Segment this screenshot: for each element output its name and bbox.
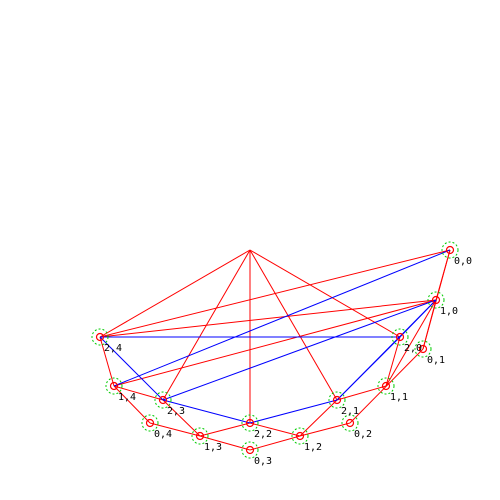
node-n14: 1,4 [105,377,136,403]
red-edge-n02-n12 [299,422,351,437]
node-label: 2,0 [404,343,422,354]
node-n10: 1,0 [427,291,458,317]
node-n23: 2,3 [154,391,185,417]
node-halo [241,441,259,459]
node-halo [427,291,445,309]
node-halo [154,391,172,409]
node-marker [158,395,168,405]
node-marker [145,418,155,428]
node-marker [418,344,428,354]
node-label: 1,1 [390,392,408,403]
node-n02: 0,2 [341,414,372,440]
red-edge-n14-n10 [113,299,437,387]
node-label: 2,4 [104,343,122,354]
red-edge-n03-n13 [199,435,251,451]
node-n22: 2,2 [241,414,272,440]
blue-edge-n22-n21 [249,399,338,424]
node-marker [332,395,342,405]
node-halo [391,328,409,346]
node-halo [241,414,259,432]
node-halo [105,377,123,395]
red-edge-n11-n20 [385,336,401,387]
node-label: 2,2 [254,429,272,440]
edges-layer [99,249,451,451]
node-label: 0,2 [354,429,372,440]
red-edge-n13-n04 [149,422,201,437]
red-edge-apex-n21 [249,249,338,401]
node-n21: 2,1 [328,391,359,417]
node-marker [109,381,119,391]
node-n01: 0,1 [414,340,445,366]
blue-edge-n21-n10 [336,299,437,401]
node-halo [341,414,359,432]
node-n20: 2,0 [391,328,422,354]
red-edge-n12-n21 [299,399,338,437]
node-label: 2,1 [341,406,359,417]
red-edge-n14-n24 [99,336,115,387]
node-halo [441,241,459,259]
node-n03: 0,3 [241,441,272,467]
node-marker [381,381,391,391]
node-marker [95,332,105,342]
node-halo [328,391,346,409]
node-halo [377,377,395,395]
node-label: 0,4 [154,429,172,440]
blue-edge-n23-n22 [162,399,251,424]
node-n24: 2,4 [91,328,122,354]
node-n00: 0,0 [441,241,472,267]
node-n11: 1,1 [377,377,408,403]
node-marker [195,431,205,441]
red-edge-apex-n20 [249,249,401,338]
node-marker [345,418,355,428]
node-label: 0,3 [254,456,272,467]
node-marker [295,431,305,441]
node-label: 1,0 [440,306,458,317]
node-label: 1,3 [204,442,222,453]
node-label: 0,0 [454,256,472,267]
node-label: 1,4 [118,392,136,403]
blue-edge-n23-n10 [162,299,437,401]
node-halo [414,340,432,358]
red-edge-n24-n10 [99,299,437,338]
red-edge-apex-n24 [99,249,251,338]
node-halo [141,414,159,432]
red-edge-n23-n13 [162,399,201,437]
node-marker [395,332,405,342]
node-label: 2,3 [167,406,185,417]
node-halo [291,427,309,445]
node-n13: 1,3 [191,427,222,453]
red-edge-n10-n01 [422,299,437,350]
red-edge-n21-n11 [336,385,387,401]
red-edge-n14-n23 [113,385,164,401]
node-n12: 1,2 [291,427,322,453]
node-label: 1,2 [304,442,322,453]
node-n04: 0,4 [141,414,172,440]
node-halo [191,427,209,445]
node-label: 0,1 [427,355,445,366]
node-marker [445,245,455,255]
red-edge-n24-n00 [99,249,451,338]
red-edge-n12-n03 [249,435,301,451]
red-edge-n04-n14 [113,385,151,424]
node-marker [245,418,255,428]
node-marker [245,445,255,455]
red-edge-n13-n22 [199,422,251,437]
blue-edge-n14-n00 [113,249,451,387]
node-marker [431,295,441,305]
blue-edge-n24-n23 [99,336,164,401]
nodes-layer: 0,0 1,0 0,1 2,0 2,4 1,4 2,3 0,4 1,3 2,2 0,3 1,2 0,2 2… [91,241,472,467]
red-edge-n10-n11 [385,299,437,387]
red-edge-n22-n12 [249,422,301,437]
node-halo [91,328,109,346]
